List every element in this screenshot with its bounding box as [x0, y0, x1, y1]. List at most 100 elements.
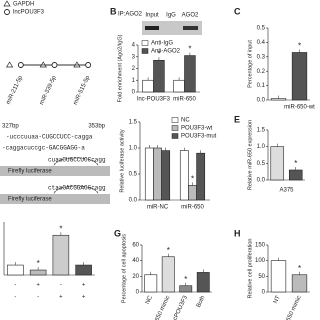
legend-marker — [4, 9, 10, 15]
treatment-sign: - — [37, 295, 39, 301]
y-tick-label: 40 — [132, 258, 139, 264]
y-tick-label: 100 — [255, 258, 266, 264]
x-tick-label: miR-650 — [181, 205, 204, 211]
y-axis-title: Percentage of cell apoptosis — [121, 234, 127, 303]
target-seq: -ucccuuaa-CUGCCUCC-cagga — [6, 134, 93, 141]
y-tick-label: 0.1 — [257, 83, 266, 89]
treatment-sign: + — [59, 295, 63, 301]
y-tick-label: 1.5 — [129, 120, 138, 126]
marker — [85, 62, 92, 68]
legend-swatch — [171, 133, 179, 139]
significance: * — [298, 42, 301, 51]
bar — [291, 52, 308, 101]
marker — [51, 62, 58, 68]
y-tick-label: 150 — [255, 243, 266, 249]
blot-lane: IgG — [166, 13, 176, 19]
mut-site: ctaaGACGGAGGcagg — [48, 185, 106, 192]
y-tick-label: 1.5 — [257, 128, 266, 134]
x-tick-label: miR-211-5p — [6, 74, 25, 105]
treatment-sign: - — [60, 283, 62, 289]
y-tick-label: 0.5 — [257, 26, 266, 32]
blot-lane: Input — [145, 13, 159, 19]
legend-label: POU3F3-wt — [181, 126, 213, 132]
reporter-bar — [0, 166, 110, 176]
seq-end: 353bp — [88, 124, 105, 130]
legend-swatch — [141, 40, 149, 46]
x-tick-label: miR-650 mimic — [280, 295, 302, 320]
y-tick-label: 50 — [258, 274, 265, 280]
x-tick-label: lnc-POU3F3 — [137, 97, 171, 103]
marker — [17, 62, 24, 68]
bar — [179, 150, 189, 201]
marker — [5, 61, 14, 68]
mirna-seq: -caggacuccgc-GACGGAGG-a — [2, 145, 85, 152]
blot-band — [183, 26, 198, 30]
legend-marker — [3, 0, 11, 7]
significance: * — [184, 275, 187, 284]
legend-label: Anti-AGO2 — [151, 49, 181, 55]
bar — [173, 79, 185, 93]
x-axis-title: A375 — [279, 188, 294, 194]
legend-label: lncPOU3F3 — [13, 10, 45, 16]
y-axis-title: Relative cell proliferation — [247, 239, 253, 299]
x-tick-label: miR-339-5p — [39, 74, 58, 106]
y-tick-label: 0.4 — [257, 40, 266, 46]
y-tick-label: 1 — [132, 78, 136, 84]
legend-swatch — [141, 48, 149, 54]
legend-swatch — [171, 117, 179, 123]
significance: * — [294, 159, 297, 168]
y-tick-label: 4 — [132, 43, 136, 49]
treatment-sign: + — [82, 283, 86, 289]
y-tick-label: 0.0 — [257, 98, 266, 104]
y-tick-label: 20 — [132, 274, 139, 280]
legend-swatch — [171, 125, 179, 131]
bar — [270, 98, 287, 101]
bar — [161, 150, 171, 201]
significance: * — [188, 45, 191, 54]
legend-label: POU3F3-mut — [181, 134, 217, 140]
blot-image — [142, 21, 202, 35]
reporter-bar — [0, 194, 110, 204]
y-tick-label: 0 — [262, 290, 266, 296]
y-tick-label: 0.5 — [257, 161, 266, 167]
y-tick-label: 3 — [132, 54, 136, 60]
panel-label: C — [234, 6, 241, 16]
y-tick-label: 0.0 — [257, 178, 266, 184]
y-tick-label: 60 — [132, 243, 139, 249]
y-tick-label: 1.0 — [257, 144, 266, 150]
bar — [153, 59, 165, 93]
bar — [153, 147, 162, 201]
x-tick-label: lncPOU3F3 — [170, 294, 189, 320]
y-tick-label: 1.0 — [129, 146, 138, 152]
bar — [196, 272, 210, 293]
marker — [73, 61, 81, 68]
x-tick-label: miR-650 — [173, 97, 196, 103]
x-tick-label: NT — [273, 295, 282, 305]
x-tick-label: miR-515-5p — [73, 74, 92, 106]
panel-label: E — [234, 114, 240, 124]
y-tick-label: 0.0 — [129, 198, 138, 204]
y-axis-title: Percentage of input — [247, 40, 253, 88]
blot-band — [145, 26, 159, 30]
bar — [52, 234, 70, 276]
reporter-label: Firefly luciferase — [8, 197, 52, 203]
treatment-sign: + — [82, 295, 86, 301]
x-tick-label: miR-NC — [147, 205, 169, 211]
treatment-sign: - — [14, 283, 16, 289]
blot-title: IP:AGO2 — [118, 12, 143, 18]
wt-site: cuaaCUGCCUCCcagg — [48, 157, 106, 164]
y-tick-label: 0 — [136, 290, 140, 296]
panel-label: H — [234, 228, 241, 238]
legend-label: GAPDH — [13, 2, 34, 8]
significance: * — [37, 259, 40, 268]
y-tick-label: 0.3 — [257, 54, 266, 60]
significance: * — [59, 224, 62, 233]
significance: * — [167, 246, 170, 255]
bar — [75, 264, 92, 276]
bar — [29, 269, 47, 276]
panel-label: G — [114, 228, 121, 238]
x-tick-label: miR-650-wt — [284, 105, 315, 111]
blot-lane: AGO2 — [182, 13, 199, 19]
y-axis-title: Relative miR-650 expression — [247, 120, 253, 190]
bar — [144, 147, 154, 201]
